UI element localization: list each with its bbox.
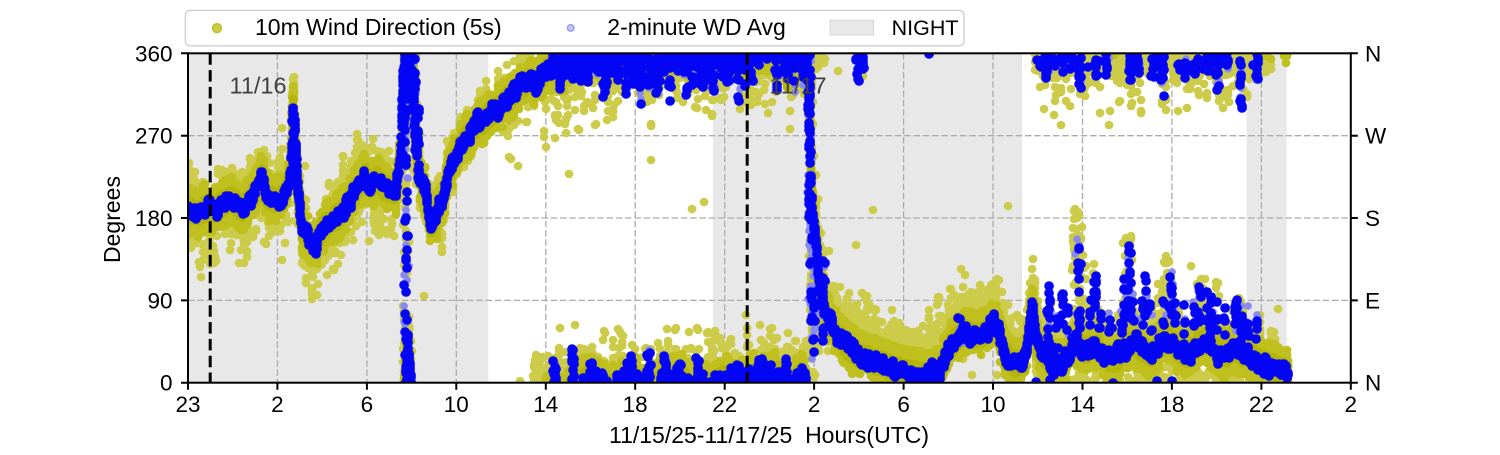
svg-text:2: 2 xyxy=(1345,392,1358,417)
svg-text:90: 90 xyxy=(147,288,172,313)
svg-text:2: 2 xyxy=(808,392,821,417)
svg-text:11/16: 11/16 xyxy=(230,73,287,99)
svg-text:270: 270 xyxy=(135,124,173,149)
svg-text:0: 0 xyxy=(160,371,173,396)
svg-text:S: S xyxy=(1365,206,1380,231)
svg-text:22: 22 xyxy=(712,392,737,417)
svg-text:6: 6 xyxy=(897,392,910,417)
svg-text:2: 2 xyxy=(271,392,284,417)
svg-text:18: 18 xyxy=(623,392,648,417)
svg-text:Degrees: Degrees xyxy=(99,176,125,263)
svg-text:NIGHT: NIGHT xyxy=(892,16,959,40)
svg-text:6: 6 xyxy=(361,392,374,417)
svg-text:14: 14 xyxy=(533,392,558,417)
svg-text:10: 10 xyxy=(444,392,469,417)
svg-text:11/17: 11/17 xyxy=(770,73,827,99)
svg-text:10m Wind Direction (5s): 10m Wind Direction (5s) xyxy=(255,14,502,40)
svg-text:10: 10 xyxy=(980,392,1005,417)
svg-text:N: N xyxy=(1365,41,1381,66)
svg-text:18: 18 xyxy=(1159,392,1184,417)
svg-text:22: 22 xyxy=(1249,392,1274,417)
svg-text:23: 23 xyxy=(175,392,200,417)
svg-text:180: 180 xyxy=(135,206,173,231)
svg-text:360: 360 xyxy=(135,41,173,66)
svg-text:E: E xyxy=(1365,288,1380,313)
svg-text:2-minute WD Avg: 2-minute WD Avg xyxy=(607,14,786,40)
svg-text:W: W xyxy=(1365,124,1387,149)
svg-text:11/15/25-11/17/25 Hours(UTC): 11/15/25-11/17/25 Hours(UTC) xyxy=(609,422,929,448)
svg-text:14: 14 xyxy=(1070,392,1095,417)
svg-text:N: N xyxy=(1365,371,1381,396)
